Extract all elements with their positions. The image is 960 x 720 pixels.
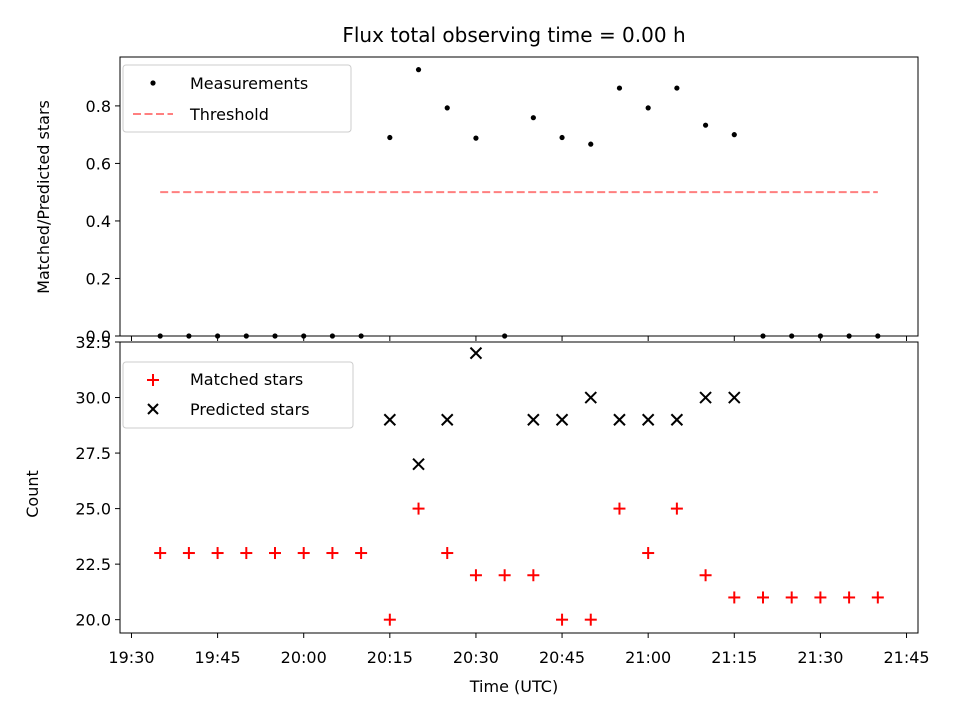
bottom-y-tick-label: 30.0: [75, 389, 111, 408]
matched-star-point: [556, 613, 569, 626]
bottom-legend-box: [122, 361, 354, 429]
predicted-star-point: [641, 413, 655, 426]
matched-star-point: [154, 547, 167, 560]
matched-star-point: [728, 591, 741, 604]
legend-measurements-label: Measurements: [190, 74, 308, 93]
bottom-axes-frame: [119, 341, 919, 634]
top-axes-frame: [119, 56, 919, 337]
legend-predicted-label: Predicted stars: [190, 400, 310, 419]
matched-star-point: [441, 547, 454, 560]
top-y-tick-label: 0.0: [86, 327, 111, 346]
measurement-point: [674, 85, 680, 91]
x-tick-label: 19:30: [108, 648, 154, 667]
measurement-point: [473, 135, 479, 141]
top-legend: Measurements Threshold: [122, 64, 352, 133]
top-y-axis-label: Matched/Predicted stars: [34, 100, 53, 294]
matched-star-point: [642, 547, 655, 560]
x-tick-label: 21:45: [883, 648, 929, 667]
predicted-star-point: [613, 413, 626, 426]
bottom-legend: Matched stars Predicted stars: [122, 361, 354, 429]
predicted-star-point: [728, 391, 741, 404]
matched-star-point: [699, 569, 712, 582]
matched-star-point: [355, 547, 368, 560]
bottom-y-tick-label: 27.5: [75, 444, 111, 463]
predicted-star-point: [584, 391, 597, 404]
matched-star-point: [269, 547, 282, 560]
top-y-tick-label: 0.4: [86, 212, 111, 231]
predicted-star-point: [555, 413, 569, 426]
top-y-tick-label: 0.2: [86, 269, 111, 288]
measurement-point: [387, 134, 393, 141]
x-tick-label: 20:30: [453, 648, 499, 667]
top-panel: Flux total observing time = 0.00 h 0.0 0.…: [34, 23, 919, 346]
x-axis-label: Time (UTC): [469, 677, 558, 696]
matched-star-point: [756, 591, 769, 604]
matched-star-point: [240, 547, 253, 560]
legend-measurements-marker: [150, 80, 156, 86]
measurement-point: [530, 115, 536, 121]
matched-star-point: [469, 569, 482, 582]
measurement-point: [588, 141, 594, 147]
predicted-star-point: [527, 413, 540, 426]
matched-star-point: [613, 502, 626, 515]
measurement-point: [645, 105, 651, 111]
x-tick-label: 20:00: [281, 648, 327, 667]
matched-star-point: [527, 569, 540, 582]
legend-threshold-label: Threshold: [189, 105, 269, 124]
top-y-tick-label: 0.6: [86, 154, 111, 173]
predicted-star-point: [469, 346, 483, 360]
x-tick-label: 21:30: [797, 648, 843, 667]
predicted-star-point: [699, 391, 712, 404]
measurement-point: [444, 105, 450, 111]
matched-star-point: [843, 591, 856, 604]
top-y-tick-label: 0.8: [86, 97, 111, 116]
bottom-y-tick-label: 32.5: [75, 333, 111, 352]
measurement-point: [559, 134, 565, 141]
measurement-point: [415, 67, 422, 73]
matched-star-point: [498, 569, 511, 582]
chart-title: Flux total observing time = 0.00 h: [342, 23, 685, 47]
bottom-y-axis-label: Count: [23, 470, 42, 518]
bottom-y-tick-label: 20.0: [75, 611, 111, 630]
measurement-point: [731, 132, 737, 138]
matched-star-point: [814, 591, 827, 604]
predicted-star-point: [383, 413, 397, 426]
predicted-star-point: [441, 413, 454, 426]
matched-star-point: [383, 613, 396, 626]
matched-star-point: [412, 502, 425, 515]
matched-star-point: [182, 547, 195, 560]
bottom-y-tick-label: 22.5: [75, 555, 111, 574]
measurement-point: [616, 85, 623, 91]
legend-matched-marker: [147, 374, 159, 386]
x-tick-label: 21:15: [711, 648, 757, 667]
bottom-panel: 20.0 22.5 25.0 27.5 30.0 32.5 19:30 19:45 20:00 2…: [23, 333, 930, 696]
matched-star-point: [297, 547, 310, 560]
predicted-star-point: [670, 413, 684, 426]
bottom-y-tick-label: 25.0: [75, 500, 111, 519]
matched-star-point: [326, 547, 339, 560]
legend-matched-label: Matched stars: [190, 370, 303, 389]
matched-star-point: [211, 547, 224, 560]
matched-star-point: [871, 591, 884, 604]
matched-star-point: [670, 502, 683, 515]
predicted-star-point: [412, 457, 425, 471]
x-tick-label: 20:45: [539, 648, 585, 667]
x-tick-label: 20:15: [367, 648, 413, 667]
matched-star-point: [584, 613, 597, 626]
top-legend-box: [122, 64, 352, 133]
matched-star-point: [785, 591, 798, 604]
x-tick-label: 19:45: [195, 648, 241, 667]
legend-predicted-marker: [147, 403, 159, 415]
x-tick-label: 21:00: [625, 648, 671, 667]
measurement-point: [702, 122, 709, 128]
